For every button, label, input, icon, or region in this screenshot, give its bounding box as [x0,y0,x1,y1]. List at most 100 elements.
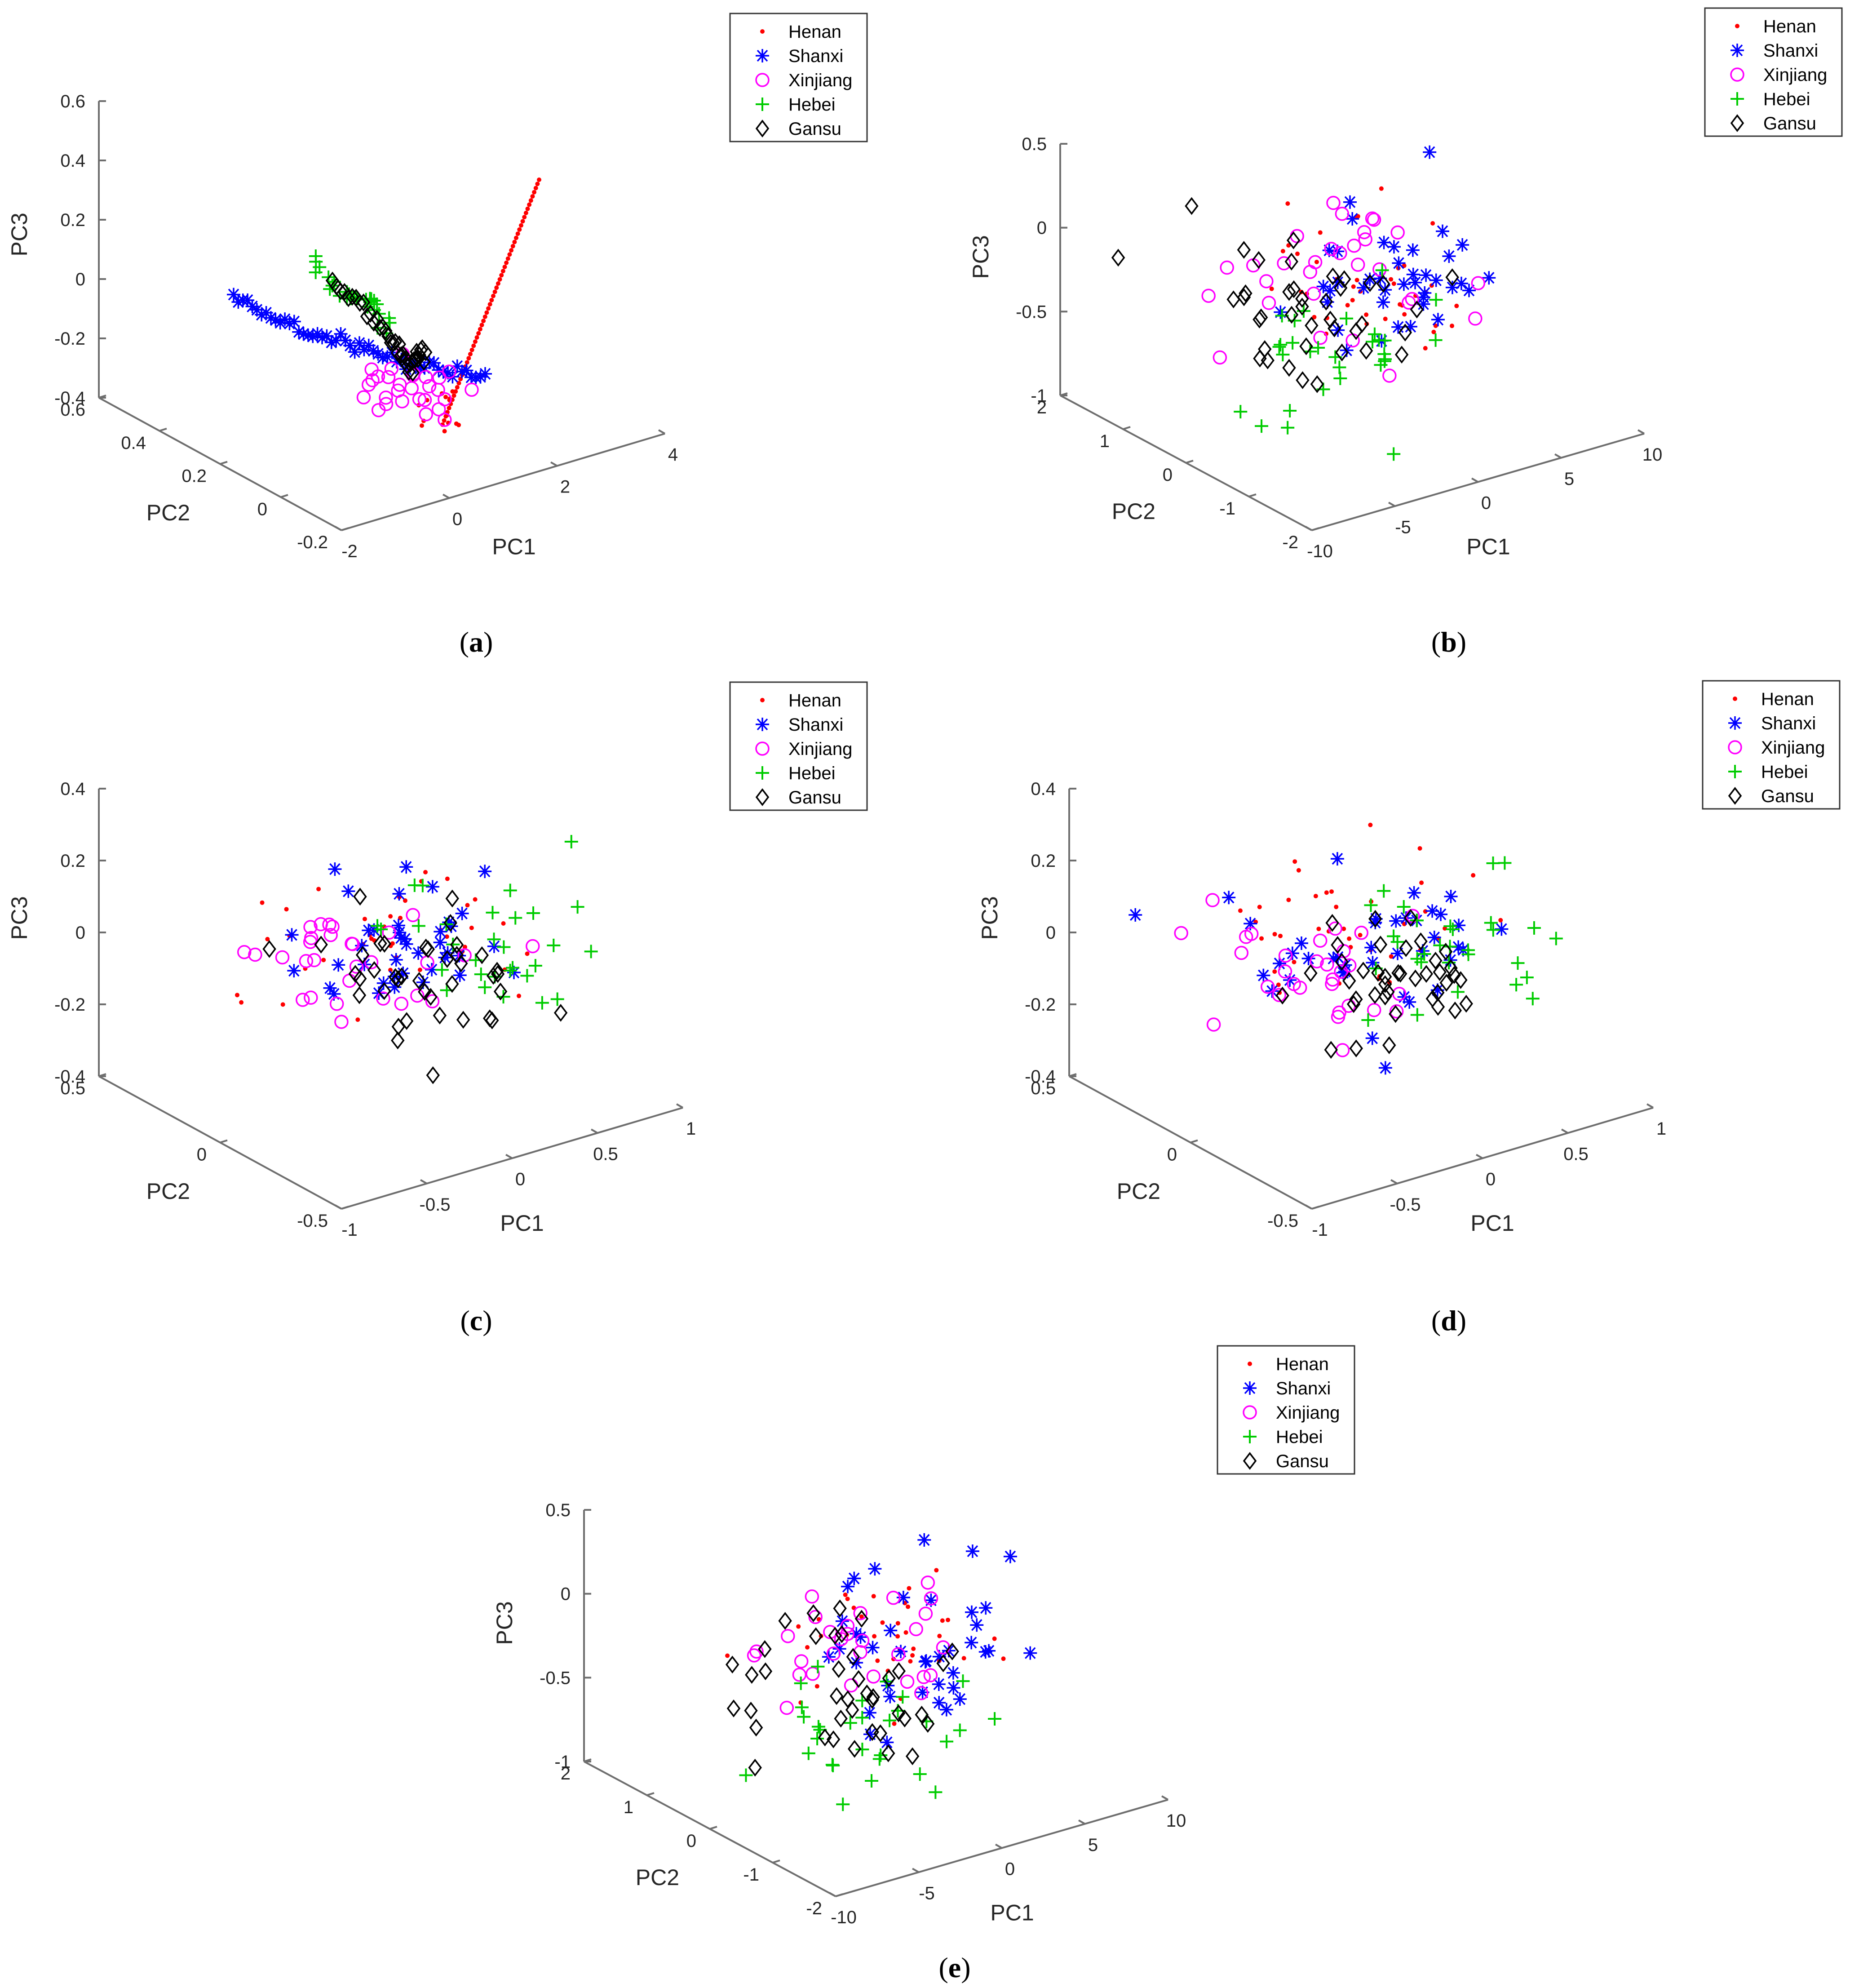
data-point-henan [1498,918,1503,923]
data-point-gansu [1408,969,1422,988]
data-point-gansu [333,282,348,300]
data-point-gansu [314,936,328,954]
data-point-gansu [363,305,377,323]
data-point-hebei [1276,348,1290,362]
pc3-tick-label: 0 [1046,923,1056,943]
legend-marker-hebei [756,766,769,780]
data-point-shanxi [1357,281,1371,295]
data-point-shanxi [1285,946,1299,960]
data-point-shanxi [1429,273,1443,287]
data-point-henan [509,248,514,253]
data-point-gansu [1286,231,1301,249]
pc2-tick-mark [159,427,167,432]
data-point-henan [843,1592,848,1597]
data-point-hebei [1443,919,1457,933]
pc1-axis-label: PC1 [1470,1211,1514,1236]
data-point-gansu [832,1660,846,1678]
pc1-tick-mark [1305,526,1312,531]
data-point-shanxi [1273,957,1286,971]
panel-caption: (a) [460,626,493,658]
data-point-henan [1296,868,1301,873]
pc2-tick-mark [772,1859,780,1864]
data-point-shanxi [1445,280,1459,294]
pc3-axis-label: PC3 [7,896,32,940]
pc2-tick-label: -2 [1282,532,1298,552]
data-point-shanxi [1274,305,1288,319]
data-point-xinjiang [419,407,433,422]
pc2-tick-label: 0.5 [1031,1078,1056,1098]
data-point-xinjiang [432,370,447,385]
data-point-hebei [547,938,561,952]
panel-caption: (e) [938,1952,970,1984]
data-point-gansu [1378,975,1392,994]
data-point-henan [473,897,478,902]
data-point-shanxi [1452,919,1466,932]
pc2-tick-mark [1311,527,1319,531]
data-point-shanxi [1363,272,1377,286]
data-point-xinjiang [1290,229,1304,244]
data-point-gansu [866,1688,880,1706]
legend-box [1702,680,1841,810]
legend-marker-shanxi [1728,716,1742,730]
data-point-henan [510,244,515,248]
pc1-tick-label: 10 [1642,445,1663,465]
data-point-xinjiang [1272,988,1286,1002]
data-point-shanxi [841,1580,855,1593]
pc3-tick-label: 0.4 [60,779,85,799]
data-point-shanxi [1436,224,1450,238]
data-point-hebei [1274,338,1288,352]
legend-marker-gansu [755,788,770,806]
data-point-henan [1295,251,1300,256]
data-point-henan [934,1568,939,1573]
data-point-gansu [1252,251,1266,269]
pc1-tick-label: -2 [341,541,358,561]
pc1-tick-label: 2 [560,477,570,497]
data-point-hebei [1286,336,1300,350]
data-point-henan [423,870,428,874]
data-point-henan [875,1658,880,1663]
data-point-xinjiang [1261,296,1276,310]
data-point-xinjiang [323,928,338,942]
data-point-xinjiang [1259,274,1274,288]
data-point-henan [1278,933,1283,938]
data-point-henan [1368,822,1373,827]
pc1-tick-label: 10 [1166,1811,1186,1831]
data-point-henan [1334,905,1339,910]
data-point-gansu [1394,964,1407,983]
pc2-tick-label: 2 [561,1764,571,1784]
data-point-shanxi [1416,290,1430,304]
data-point-gansu [440,950,454,968]
data-point-gansu [1333,279,1348,297]
data-point-gansu [1378,967,1392,986]
pc2-axis-label: PC2 [146,1179,190,1204]
data-point-hebei [509,911,522,925]
data-point-gansu [1295,297,1309,316]
data-point-hebei [988,1712,1002,1726]
data-point-hebei [1372,333,1386,347]
data-point-hebei [435,963,449,977]
data-point-henan [1347,936,1352,941]
data-point-shanxi [323,981,337,995]
data-point-hebei [1283,404,1297,417]
legend: Henan Shanxi Xinjiang Hebei Gansu [1217,1345,1355,1475]
data-point-gansu [1335,343,1349,362]
data-point-hebei [486,905,500,919]
data-point-henan [1417,846,1422,851]
legend-label-xinjiang: Xinjiang [788,739,852,759]
data-point-henan [1443,926,1447,931]
legend-box [1704,7,1843,137]
data-point-henan [419,423,424,428]
data-point-shanxi [1462,284,1476,297]
data-point-henan [1341,926,1346,931]
data-point-shanxi [979,1601,993,1615]
data-point-gansu [424,988,438,1006]
data-point-henan [465,903,470,908]
data-point-henan [1312,315,1317,320]
data-point-shanxi [1390,946,1404,960]
data-point-gansu [379,322,393,340]
data-point-xinjiang [420,955,434,970]
data-point-hebei [1498,856,1512,870]
legend-marker-xinjiang [1728,740,1742,754]
data-point-xinjiang [1471,276,1486,290]
data-point-shanxi [946,1666,960,1680]
